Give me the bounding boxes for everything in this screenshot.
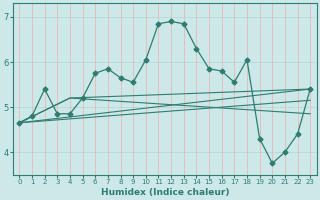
X-axis label: Humidex (Indice chaleur): Humidex (Indice chaleur): [100, 188, 229, 197]
